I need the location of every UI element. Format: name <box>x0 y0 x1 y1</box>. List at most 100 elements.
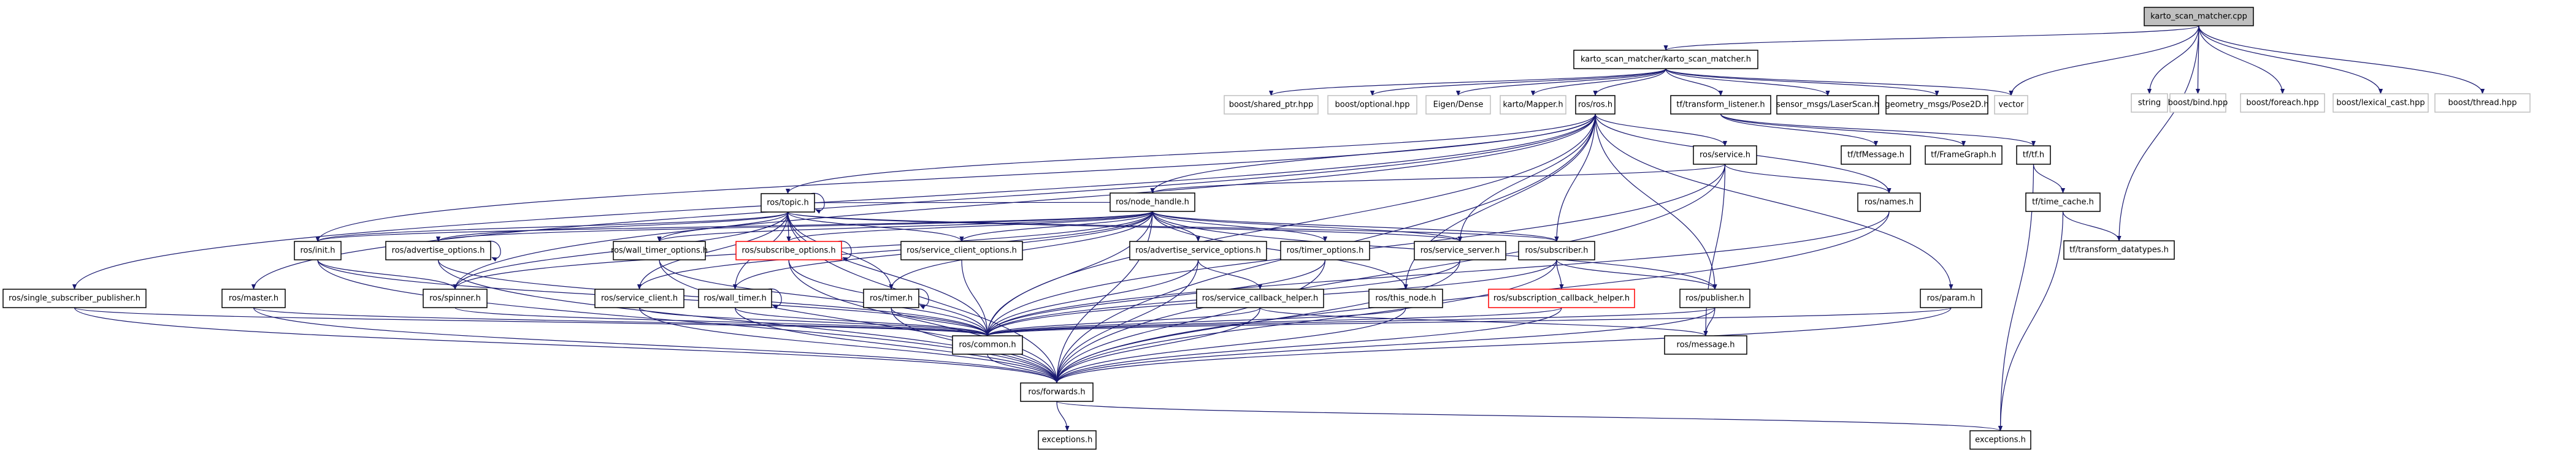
node-box <box>1841 145 1911 165</box>
node-shared-ptr[interactable]: boost/shared_ptr.hpp <box>1224 95 1319 115</box>
edge-topic-to-init <box>315 211 789 242</box>
node-label: ros/subscribe_options.h <box>742 246 835 256</box>
node-ssp[interactable]: ros/single_subscriber_publisher.h <box>2 289 147 308</box>
node-vector[interactable]: vector <box>1994 95 2028 115</box>
node-names[interactable]: ros/names.h <box>1857 192 1921 212</box>
edge-wt_opt-to-common <box>659 259 990 336</box>
node-label: boost/optional.hpp <box>1335 100 1410 110</box>
node-optional[interactable]: boost/optional.hpp <box>1327 95 1417 115</box>
node-timer[interactable]: ros/timer.h <box>863 289 919 308</box>
node-label: sensor_msgs/LaserScan.h <box>1776 100 1879 110</box>
node-subch[interactable]: ros/subscription_callback_helper.h <box>1488 289 1635 308</box>
node-label: karto_scan_matcher/karto_scan_matcher.h <box>1581 55 1751 64</box>
node-forwards[interactable]: ros/forwards.h <box>1020 382 1094 402</box>
node-pose[interactable]: geometry_msgs/Pose2D.h <box>1885 95 1989 115</box>
node-sch[interactable]: ros/service_callback_helper.h <box>1196 289 1324 308</box>
node-spinner[interactable]: ros/spinner.h <box>423 289 488 308</box>
node-master[interactable]: ros/master.h <box>221 289 286 308</box>
edge-ros-to-param <box>1595 113 1953 290</box>
node-eigen[interactable]: Eigen/Dense <box>1425 95 1491 115</box>
node-timecache[interactable]: tf/time_cache.h <box>2025 192 2101 212</box>
node-tfmsg[interactable]: tf/tfMessage.h <box>1841 145 1911 165</box>
node-box <box>952 335 1023 355</box>
edge-topic-to-adv_opt <box>436 211 789 242</box>
node-tl[interactable]: tf/transform_listener.h <box>1670 95 1771 115</box>
node-ksm[interactable]: karto_scan_matcher/karto_scan_matcher.h <box>1573 50 1758 69</box>
node-t-opt[interactable]: ros/timer_options.h <box>1280 241 1370 260</box>
node-laser[interactable]: sensor_msgs/LaserScan.h <box>1776 95 1879 115</box>
node-common[interactable]: ros/common.h <box>952 335 1023 355</box>
node-label: ros/publisher.h <box>1685 294 1744 303</box>
node-box <box>1196 289 1324 308</box>
edge-master-to-forwards <box>253 307 1059 384</box>
edge-ros-to-spinner <box>453 113 1596 290</box>
node-as-opt[interactable]: ros/advertise_service_options.h <box>1129 241 1267 260</box>
node-service[interactable]: ros/service.h <box>1693 145 1757 165</box>
node-box <box>2025 192 2101 212</box>
node-init[interactable]: ros/init.h <box>294 241 342 260</box>
edge-subscriber-to-publisher <box>1556 259 1717 290</box>
edge-nh-to-ss <box>1152 211 1462 242</box>
node-param[interactable]: ros/param.h <box>1920 289 1982 308</box>
node-label: geometry_msgs/Pose2D.h <box>1885 100 1988 110</box>
node-tf[interactable]: tf/tf.h <box>2016 145 2051 165</box>
node-message[interactable]: ros/message.h <box>1664 335 1747 355</box>
edge-topic-to-ss <box>787 211 1462 242</box>
node-box <box>1693 145 1757 165</box>
edge-nh-to-sclient <box>637 211 1153 290</box>
edge-ros-to-ss <box>1457 113 1596 242</box>
node-ss[interactable]: ros/service_server.h <box>1414 241 1506 260</box>
edge-sub_opt-to-sub_opt <box>837 240 852 262</box>
node-sub-opt[interactable]: ros/subscribe_options.h <box>735 241 842 260</box>
edge-nh-to-init <box>315 211 1153 242</box>
node-foreach[interactable]: boost/foreach.hpp <box>2240 93 2325 113</box>
node-box <box>1368 289 1443 308</box>
node-wt-opt[interactable]: ros/wall_timer_options.h <box>611 241 708 260</box>
node-string[interactable]: string <box>2131 93 2168 113</box>
node-topic[interactable]: ros/topic.h <box>761 193 815 213</box>
edge-param-to-common <box>985 307 1952 336</box>
node-label: boost/bind.hpp <box>2168 99 2228 108</box>
node-box <box>1575 95 1616 115</box>
edge-service-to-forwards <box>1054 164 1726 384</box>
edge-t_opt-to-common <box>985 259 1326 336</box>
node-nh[interactable]: ros/node_handle.h <box>1110 192 1195 212</box>
node-ros[interactable]: ros/ros.h <box>1575 95 1616 115</box>
node-label: string <box>2138 99 2161 108</box>
node-label: ros/init.h <box>300 246 335 256</box>
edge-subch-to-common <box>985 307 1562 336</box>
node-label: ros/timer_options.h <box>1287 246 1364 256</box>
edge-wtimer-to-wtimer <box>767 288 782 309</box>
edge-layer <box>72 25 2485 431</box>
node-box <box>1518 241 1595 260</box>
node-label: ros/spinner.h <box>429 294 481 303</box>
node-sclient[interactable]: ros/service_client.h <box>594 289 684 308</box>
node-label: tf/transform_datatypes.h <box>2069 246 2169 255</box>
node-label: tf/time_cache.h <box>2032 198 2094 207</box>
node-tdt[interactable]: tf/transform_datatypes.h <box>2063 240 2175 260</box>
node-exc-r[interactable]: exceptions.h <box>1969 430 2031 450</box>
node-subscriber[interactable]: ros/subscriber.h <box>1518 241 1595 260</box>
node-bind[interactable]: boost/bind.hpp <box>2168 93 2228 113</box>
edge-ssp-to-common <box>74 307 990 336</box>
node-wtimer[interactable]: ros/wall_timer.h <box>698 289 772 308</box>
node-cpp[interactable]: karto_scan_matcher.cpp <box>2144 7 2254 26</box>
edge-nh-to-sub_opt <box>786 211 1153 242</box>
node-mapper[interactable]: karto/Mapper.h <box>1500 95 1566 115</box>
node-label: ros/master.h <box>229 294 278 303</box>
node-label: ros/common.h <box>959 341 1016 350</box>
node-adv-opt[interactable]: ros/advertise_options.h <box>385 241 491 260</box>
node-label: karto_scan_matcher.cpp <box>2150 12 2247 21</box>
node-box <box>1573 50 1758 69</box>
node-thread[interactable]: boost/thread.hpp <box>2434 93 2531 113</box>
node-label: ros/service_client_options.h <box>907 246 1017 256</box>
edge-sch-to-message <box>1259 307 1708 336</box>
node-publisher[interactable]: ros/publisher.h <box>1679 289 1750 308</box>
node-sc-opt[interactable]: ros/service_client_options.h <box>900 241 1023 260</box>
node-thisnode[interactable]: ros/this_node.h <box>1368 289 1443 308</box>
node-exc-l[interactable]: exceptions.h <box>1038 430 1097 450</box>
edge-sub_opt-to-forwards <box>788 259 1059 384</box>
node-lexical[interactable]: boost/lexical_cast.hpp <box>2333 93 2429 113</box>
node-framegraph[interactable]: tf/FrameGraph.h <box>1925 145 2003 165</box>
